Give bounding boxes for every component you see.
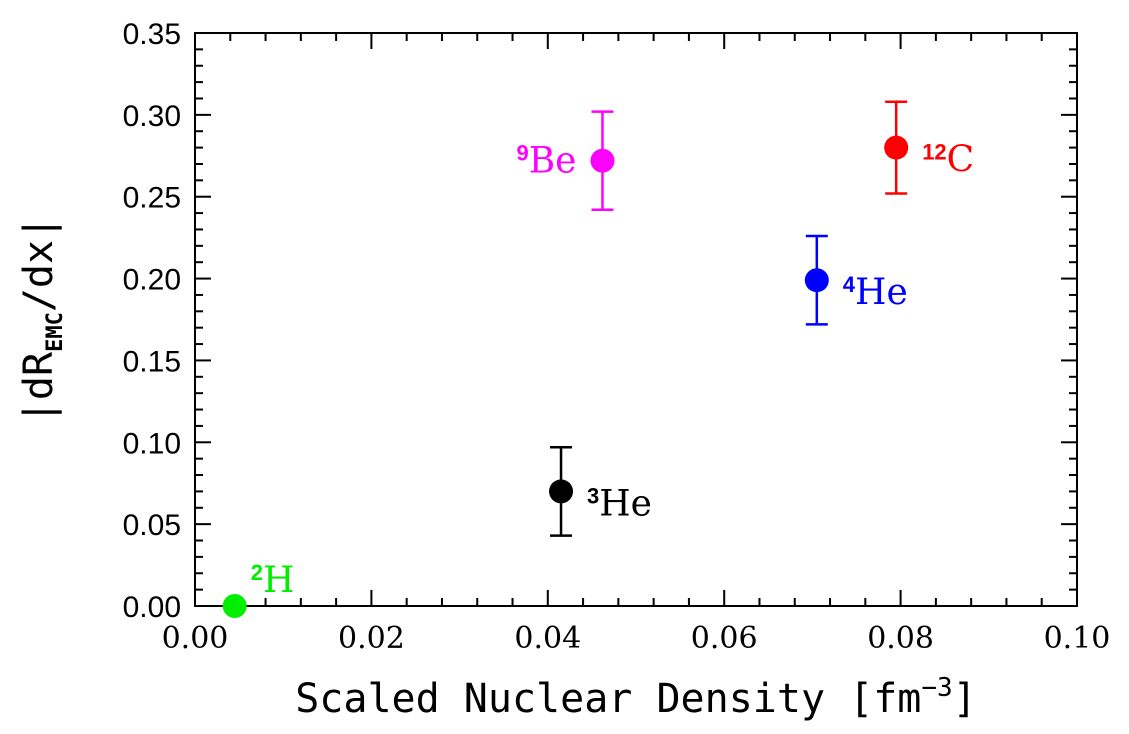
y-tick-label: 0.20	[123, 264, 181, 297]
point-label: 3He	[587, 483, 652, 524]
x-tick-label: 0.10	[1044, 621, 1111, 656]
x-tick-label: 0.00	[162, 621, 229, 656]
y-tick-label: 0.30	[123, 100, 181, 133]
y-axis-title: |dREMC/dx|	[16, 216, 68, 424]
point-label-superscript: 2	[251, 560, 263, 585]
x-tick-label: 0.08	[867, 621, 934, 656]
point-label-text: H	[263, 560, 294, 601]
y-tick-label: 0.00	[123, 591, 181, 624]
y-tick-label: 0.35	[123, 18, 181, 51]
point-label-superscript: 12	[922, 140, 946, 165]
point-marker	[590, 148, 615, 173]
data-point: 12C	[884, 100, 974, 195]
y-tick-label: 0.05	[123, 509, 181, 542]
data-point: 3He	[549, 445, 652, 537]
x-tick-label: 0.04	[514, 621, 581, 656]
x-tick-labels: 0.00 0.02 0.04 0.06 0.08 0.10	[162, 621, 1111, 656]
point-label: 4He	[843, 272, 908, 313]
point-label-text: C	[947, 140, 975, 181]
point-label-superscript: 9	[516, 141, 528, 166]
axis-ticks	[194, 32, 1078, 607]
point-label: 2H	[251, 560, 295, 601]
plot-frame	[194, 32, 1078, 607]
point-label-text: Be	[529, 141, 577, 182]
point-marker	[549, 479, 574, 504]
point-marker	[804, 268, 829, 293]
data-point: 9Be	[516, 110, 615, 212]
x-tick-label: 0.06	[691, 621, 758, 656]
x-axis-title: Scaled Nuclear Density [fm−3]	[295, 673, 977, 722]
x-tick-label: 0.02	[338, 621, 405, 656]
y-tick-label: 0.25	[123, 182, 181, 215]
point-label-text: He	[855, 272, 908, 313]
point-label-text: He	[599, 483, 652, 524]
point-label: 9Be	[516, 141, 576, 182]
point-label-superscript: 4	[843, 272, 856, 297]
y-tick-label: 0.15	[123, 345, 181, 378]
point-label: 12C	[922, 140, 974, 181]
point-marker	[222, 594, 247, 618]
data-point: 2H	[222, 560, 295, 618]
y-tick-labels: 0.00 0.05 0.10 0.15 0.20 0.25 0.30 0.35	[123, 18, 181, 624]
data-point: 4He	[804, 234, 908, 326]
y-tick-label: 0.10	[123, 427, 181, 460]
point-label-superscript: 3	[587, 483, 599, 508]
point-marker	[884, 135, 909, 160]
